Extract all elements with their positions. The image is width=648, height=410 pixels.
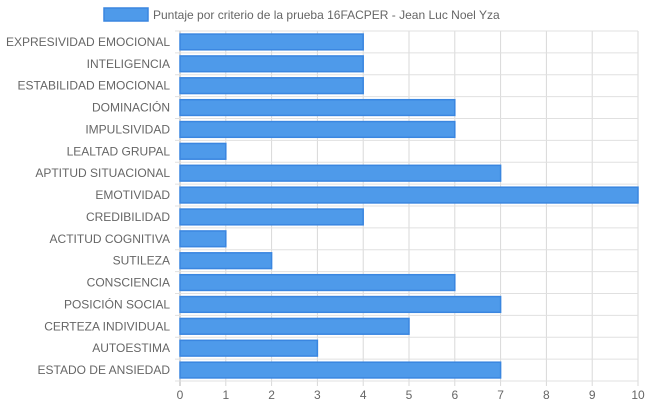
x-tick-label: 3 <box>314 388 321 402</box>
x-tick-label: 9 <box>589 388 596 402</box>
x-tick-label: 8 <box>543 388 550 402</box>
y-tick-label: APTITUD SITUACIONAL <box>35 166 170 180</box>
bar[interactable] <box>179 252 273 270</box>
y-tick-label: INTELIGENCIA <box>87 57 170 71</box>
y-tick-label: CONSCIENCIA <box>87 276 170 290</box>
y-tick-label: AUTOESTIMA <box>92 341 170 355</box>
legend[interactable]: Puntaje por criterio de la prueba 16FACP… <box>103 7 500 22</box>
y-tick-label: CERTEZA INDIVIDUAL <box>44 319 170 333</box>
y-tick-label: SUTILEZA <box>113 254 170 268</box>
x-axis: 0 1 2 3 4 5 6 7 8 9 10 <box>177 388 645 402</box>
x-tick-label: 0 <box>177 388 184 402</box>
legend-swatch <box>103 7 149 22</box>
legend-label: Puntaje por criterio de la prueba 16FACP… <box>153 8 500 22</box>
bar[interactable] <box>179 186 639 204</box>
x-tick-label: 2 <box>268 388 275 402</box>
bar[interactable] <box>179 98 456 117</box>
bar[interactable] <box>179 120 456 139</box>
x-tick-label: 7 <box>497 388 504 402</box>
bar[interactable] <box>179 77 364 95</box>
bar[interactable] <box>179 164 502 182</box>
y-tick-label: IMPULSIVIDAD <box>85 122 170 136</box>
y-tick-label: POSICIÓN SOCIAL <box>64 296 170 311</box>
x-tick-label: 1 <box>222 388 229 402</box>
y-tick-label: EMOTIVIDAD <box>95 188 170 202</box>
y-tick-label: ESTABILIDAD EMOCIONAL <box>18 79 171 93</box>
y-tick-label: LEALTAD GRUPAL <box>67 144 171 158</box>
bar[interactable] <box>179 361 502 379</box>
x-tick-label: 10 <box>631 388 645 402</box>
x-tick-label: 6 <box>451 388 458 402</box>
x-tick-label: 4 <box>360 388 367 402</box>
bar[interactable] <box>179 33 364 51</box>
grid <box>175 30 639 386</box>
bar[interactable] <box>179 230 227 248</box>
bar[interactable] <box>179 273 456 292</box>
bar[interactable] <box>179 295 502 314</box>
bar[interactable] <box>179 317 410 335</box>
y-tick-label: EXPRESIVIDAD EMOCIONAL <box>6 35 170 49</box>
y-tick-label: DOMINACIÓN <box>92 100 170 115</box>
bar[interactable] <box>179 142 227 160</box>
y-tick-label: ESTADO DE ANSIEDAD <box>38 363 171 377</box>
bars <box>179 33 639 379</box>
bar[interactable] <box>179 55 364 73</box>
bar[interactable] <box>179 339 319 357</box>
y-tick-label: CREDIBILIDAD <box>86 210 170 224</box>
y-tick-label: ACTITUD COGNITIVA <box>50 232 170 246</box>
bar[interactable] <box>179 208 364 226</box>
x-tick-label: 5 <box>406 388 413 402</box>
y-axis: EXPRESIVIDAD EMOCIONAL INTELIGENCIA ESTABI… <box>6 35 170 377</box>
